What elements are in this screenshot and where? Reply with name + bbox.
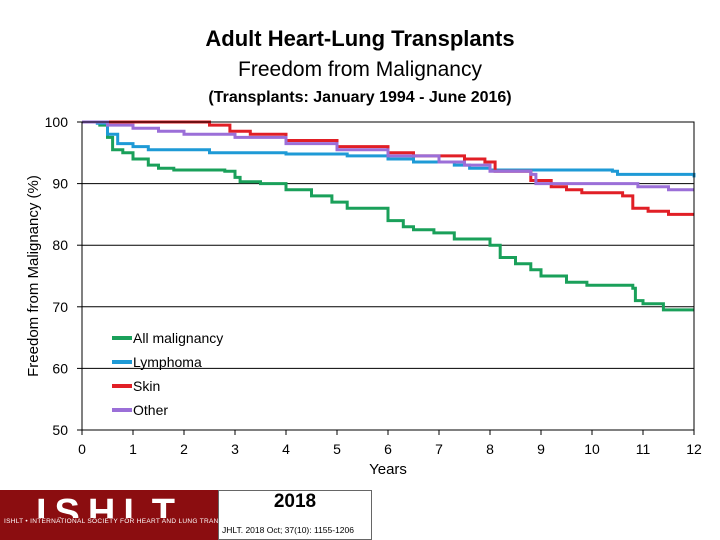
chart-title: Adult Heart-Lung Transplants	[205, 26, 514, 51]
legend: All malignancy Lymphoma Skin Other	[112, 330, 223, 418]
chart: Adult Heart-Lung Transplants Freedom fro…	[25, 26, 702, 478]
series-line-all-malignancy	[82, 120, 694, 312]
legend-label-skin: Skin	[133, 378, 160, 394]
year-box: 2018 JHLT. 2018 Oct; 37(10): 1155-1206	[218, 490, 372, 540]
series-line-skin	[82, 120, 694, 216]
chart-subtitle: Freedom from Malignancy	[238, 58, 482, 81]
x-tick-label-7: 7	[435, 441, 443, 457]
logo-text: ISHLT	[36, 492, 183, 534]
y-tick-label-50: 50	[52, 422, 68, 438]
logo-subtitle: ISHLT • INTERNATIONAL SOCIETY FOR HEART …	[4, 518, 267, 525]
series-lines	[82, 120, 696, 312]
y-tick-label-100: 100	[45, 114, 69, 130]
x-tick-label-4: 4	[282, 441, 290, 457]
legend-label-lymphoma: Lymphoma	[133, 354, 202, 370]
x-tick-label-1: 1	[129, 441, 137, 457]
x-tick-label-12: 12	[686, 441, 702, 457]
series-line-other	[82, 120, 694, 192]
legend-label-other: Other	[133, 402, 168, 418]
y-axis-label: Freedom from Malignancy (%)	[25, 175, 42, 377]
x-tick-label-8: 8	[486, 441, 494, 457]
y-tick-label-70: 70	[52, 299, 68, 315]
x-tick-label-9: 9	[537, 441, 545, 457]
x-tick-label-3: 3	[231, 441, 239, 457]
y-tick-label-80: 80	[52, 237, 68, 253]
x-tick-label-0: 0	[78, 441, 86, 457]
report-year: 2018	[273, 491, 317, 512]
x-axis-label: Years	[369, 461, 407, 478]
y-tick-label-60: 60	[52, 360, 68, 376]
legend-label-all-malignancy: All malignancy	[133, 330, 223, 346]
footer: ISHLT ISHLT • INTERNATIONAL SOCIETY FOR …	[0, 490, 372, 540]
citation: JHLT. 2018 Oct; 37(10): 1155-1206	[222, 525, 354, 535]
y-tick-label-90: 90	[52, 176, 68, 192]
x-tick-label-2: 2	[180, 441, 188, 457]
x-tick-label-5: 5	[333, 441, 341, 457]
series-line-lymphoma	[82, 120, 696, 178]
chart-subtitle-dates: (Transplants: January 1994 - June 2016)	[208, 89, 511, 106]
logo-band	[0, 518, 372, 526]
x-tick-label-6: 6	[384, 441, 392, 457]
x-tick-label-11: 11	[636, 441, 651, 457]
x-tick-label-10: 10	[584, 441, 600, 457]
